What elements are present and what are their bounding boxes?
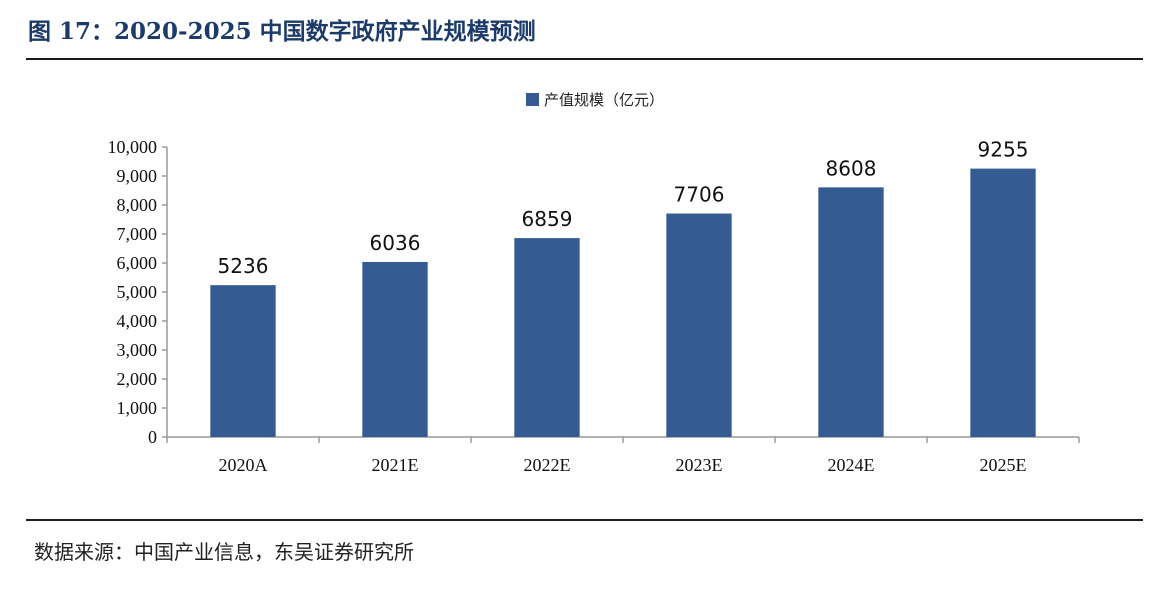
bar: [210, 285, 276, 437]
y-tick-label: 7,000: [117, 224, 158, 244]
top-rule: [26, 58, 1143, 60]
bar: [970, 168, 1036, 438]
chart-legend: 产值规模（亿元）: [526, 91, 664, 109]
y-tick-label: 6,000: [117, 253, 158, 273]
x-tick-label: 2021E: [372, 455, 419, 475]
bar: [514, 238, 580, 437]
data-label: 7706: [674, 183, 725, 207]
data-label: 9255: [978, 138, 1029, 162]
data-labels: 5236 6036 6859 7706 8608 9255: [218, 138, 1029, 279]
y-tick-label: 10,000: [108, 137, 158, 157]
y-tick-label: 0: [148, 427, 157, 447]
y-tick-label: 2,000: [117, 369, 158, 389]
y-tick-label: 4,000: [117, 311, 158, 331]
legend-label: 产值规模（亿元）: [544, 91, 664, 109]
x-tick-label: 2025E: [980, 455, 1027, 475]
data-label: 5236: [218, 254, 269, 278]
bar: [362, 261, 428, 437]
y-axis: 0 1,000 2,000 3,000 4,000 5,000 6,000 7,000 8,00…: [108, 137, 168, 447]
y-tick-label: 8,000: [117, 195, 158, 215]
bar: [666, 213, 732, 437]
y-tick-label: 5,000: [117, 282, 158, 302]
bars: [210, 168, 1036, 438]
bar: [818, 187, 884, 437]
figure-title: 图 17：2020-2025 中国数字政府产业规模预测: [28, 18, 536, 45]
y-tick-label: 9,000: [117, 166, 158, 186]
x-tick-label: 2023E: [676, 455, 723, 475]
y-tick-label: 3,000: [117, 340, 158, 360]
source-note: 数据来源：中国产业信息，东吴证券研究所: [34, 540, 414, 564]
data-label: 6036: [370, 231, 421, 255]
bottom-rule: [26, 519, 1143, 521]
x-tick-label: 2022E: [524, 455, 571, 475]
x-tick-label: 2020A: [219, 455, 268, 475]
x-axis: 2020A 2021E 2022E 2023E 2024E 2025E: [166, 436, 1080, 475]
legend-swatch: [526, 93, 539, 106]
x-tick-label: 2024E: [828, 455, 875, 475]
data-label: 8608: [826, 156, 877, 180]
data-label: 6859: [522, 207, 573, 231]
y-tick-label: 1,000: [117, 398, 158, 418]
